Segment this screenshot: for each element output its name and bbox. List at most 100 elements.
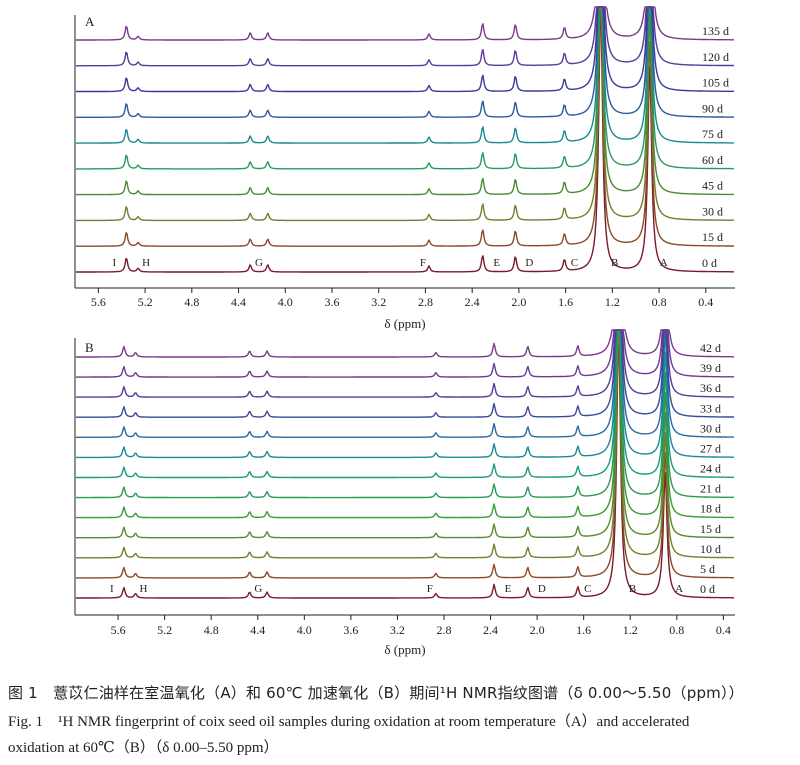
caption-english-line1: Fig. 1 ¹H NMR fingerprint of coix seed o…	[8, 714, 690, 730]
peak-label: E	[493, 257, 500, 269]
x-tick-label: 1.2	[623, 623, 638, 637]
x-tick-label: 3.6	[324, 295, 339, 309]
spectrum-line	[76, 6, 734, 196]
series-label: 105 d	[702, 76, 729, 90]
caption-chinese: 图 1 薏苡仁油样在室温氧化（A）和 60℃ 加速氧化（B）期间¹H NMR指纹…	[8, 684, 744, 702]
x-tick-label: 4.4	[250, 623, 265, 637]
series-label: 120 d	[702, 50, 729, 64]
x-tick-label: 3.2	[390, 623, 405, 637]
x-tick-label: 2.4	[483, 623, 498, 637]
spectrum-line	[76, 329, 734, 418]
spectrum-line	[76, 6, 734, 41]
series-label: 30 d	[702, 204, 723, 218]
peak-label: G	[255, 257, 263, 269]
series-label: 15 d	[700, 522, 721, 536]
peak-label: H	[142, 257, 150, 269]
series-label: 15 d	[702, 230, 723, 244]
x-tick-label: 5.6	[111, 623, 126, 637]
panel-label: B	[85, 340, 94, 355]
x-tick-label: 2.8	[436, 623, 451, 637]
spectrum-line	[76, 329, 734, 398]
series-label: 0 d	[702, 256, 717, 270]
peak-label: F	[420, 257, 426, 269]
spectrum-line	[76, 329, 734, 459]
x-tick-label: 0.8	[669, 623, 684, 637]
peak-label: B	[611, 257, 618, 269]
spectrum-line	[76, 6, 734, 119]
x-tick-label: 2.0	[530, 623, 545, 637]
spectrum-line	[76, 6, 734, 222]
peak-label: E	[505, 583, 512, 595]
x-tick-label: 4.8	[184, 295, 199, 309]
spectrum-line	[76, 6, 735, 67]
series-label: 10 d	[700, 542, 721, 556]
x-tick-label: 5.2	[138, 295, 153, 309]
series-label: 135 d	[702, 24, 729, 38]
x-tick-label: 4.4	[231, 295, 246, 309]
series-label: 0 d	[700, 582, 715, 596]
series-label: 30 d	[700, 421, 721, 435]
series-label: 90 d	[702, 101, 723, 115]
x-tick-label: 2.8	[418, 295, 433, 309]
panel-label: A	[85, 14, 95, 29]
x-tick-label: 0.8	[652, 295, 667, 309]
spectrum-line	[76, 6, 734, 144]
peak-label: H	[140, 583, 148, 595]
series-label: 24 d	[700, 462, 721, 476]
peak-label: B	[629, 583, 636, 595]
x-tick-label: 2.0	[511, 295, 526, 309]
spectrum-line	[76, 329, 734, 579]
spectrum-line	[76, 335, 734, 599]
peak-label: F	[427, 583, 433, 595]
x-tick-label: 1.6	[576, 623, 591, 637]
peak-label: D	[525, 257, 533, 269]
spectrum-line	[76, 6, 734, 273]
spectrum-line	[76, 329, 734, 378]
peak-label: I	[113, 257, 117, 269]
x-axis-label: δ (ppm)	[384, 316, 425, 331]
x-tick-label: 4.0	[278, 295, 293, 309]
x-tick-label: 1.2	[605, 295, 620, 309]
spectrum-line	[76, 6, 734, 93]
spectrum-line	[76, 329, 734, 559]
spectrum-line	[76, 329, 734, 499]
x-tick-label: 4.0	[297, 623, 312, 637]
spectrum-line	[76, 329, 734, 479]
peak-label: A	[675, 583, 683, 595]
x-tick-label: 3.6	[343, 623, 358, 637]
x-tick-label: 2.4	[465, 295, 480, 309]
series-label: 75 d	[702, 127, 723, 141]
series-label: 18 d	[700, 502, 721, 516]
spectrum-line	[76, 329, 734, 519]
x-tick-label: 0.4	[716, 623, 731, 637]
x-tick-label: 0.4	[698, 295, 713, 309]
x-tick-label: 5.6	[91, 295, 106, 309]
x-tick-label: 5.2	[157, 623, 172, 637]
x-tick-label: 4.8	[204, 623, 219, 637]
peak-label: I	[110, 583, 114, 595]
series-label: 21 d	[700, 482, 721, 496]
peak-label: D	[538, 583, 546, 595]
spectrum-line	[76, 6, 734, 247]
series-label: 60 d	[702, 153, 723, 167]
series-label: 27 d	[700, 441, 721, 455]
series-label: 39 d	[700, 361, 721, 375]
peak-label: C	[571, 257, 578, 269]
series-label: 45 d	[702, 179, 723, 193]
peak-label: C	[584, 583, 591, 595]
x-axis-label: δ (ppm)	[384, 642, 425, 657]
spectrum-line	[76, 329, 734, 539]
series-label: 42 d	[700, 341, 721, 355]
spectrum-line	[76, 329, 734, 358]
spectrum-line	[76, 329, 734, 438]
x-tick-label: 1.6	[558, 295, 573, 309]
x-tick-label: 3.2	[371, 295, 386, 309]
spectrum-line	[76, 6, 734, 170]
caption-english-line2: oxidation at 60℃（B）（δ 0.00–5.50 ppm）	[8, 740, 279, 756]
peak-label: A	[660, 257, 668, 269]
peak-label: G	[254, 583, 262, 595]
series-label: 36 d	[700, 381, 721, 395]
series-label: 33 d	[700, 401, 721, 415]
series-label: 5 d	[700, 562, 715, 576]
